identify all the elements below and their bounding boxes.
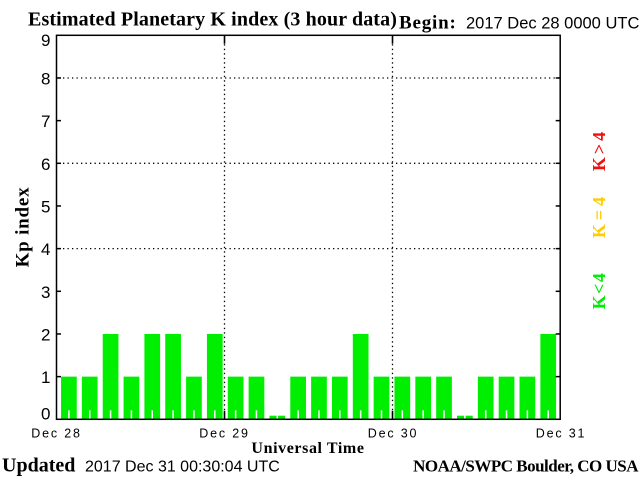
svg-text:Updated: Updated	[2, 455, 75, 477]
svg-text:8: 8	[41, 69, 50, 88]
svg-text:7: 7	[41, 112, 50, 131]
svg-text:K>4: K>4	[589, 129, 609, 171]
svg-text:3: 3	[41, 283, 50, 302]
svg-text:Kp index: Kp index	[13, 187, 34, 268]
svg-text:NOAA/SWPC Boulder, CO USA: NOAA/SWPC Boulder, CO USA	[413, 457, 639, 476]
svg-text:2017 Dec 31 00:30:04 UTC: 2017 Dec 31 00:30:04 UTC	[85, 459, 280, 476]
svg-text:K=4: K=4	[589, 193, 609, 238]
svg-text:Dec 29: Dec 29	[199, 427, 249, 441]
svg-text:Dec 30: Dec 30	[368, 427, 418, 441]
svg-text:0: 0	[41, 404, 50, 423]
svg-text:1: 1	[41, 368, 50, 387]
svg-text:Dec 28: Dec 28	[31, 427, 81, 441]
svg-text:Begin:: Begin:	[399, 13, 457, 34]
svg-text:2017 Dec 28 0000 UTC: 2017 Dec 28 0000 UTC	[466, 15, 639, 33]
svg-text:Universal Time: Universal Time	[251, 440, 364, 457]
svg-text:4: 4	[41, 240, 50, 259]
svg-text:K<4: K<4	[589, 272, 609, 310]
svg-text:5: 5	[41, 197, 50, 216]
svg-text:2: 2	[41, 325, 50, 344]
svg-text:6: 6	[41, 155, 50, 174]
svg-text:9: 9	[41, 31, 50, 50]
svg-text:Dec 31: Dec 31	[536, 427, 586, 441]
svg-text:Estimated Planetary K index (3: Estimated Planetary K index (3 hour data…	[28, 9, 397, 31]
